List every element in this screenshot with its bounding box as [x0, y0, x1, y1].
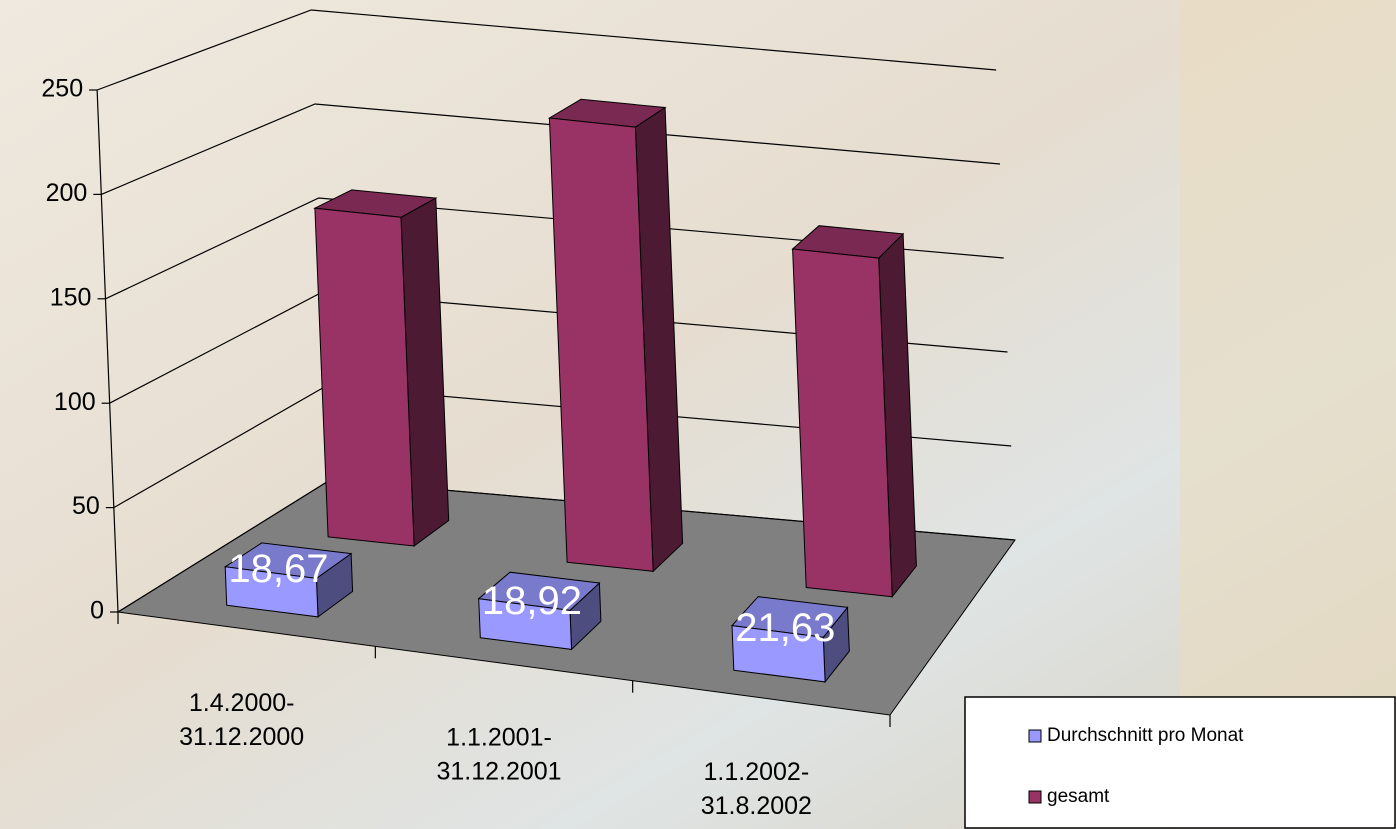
data-label: 21,63 — [735, 606, 835, 650]
data-label: 18,67 — [228, 547, 328, 591]
y-tick-label: 0 — [90, 597, 104, 625]
y-tick-label: 150 — [50, 283, 92, 311]
legend-label: gesamt — [1047, 786, 1110, 807]
y-tick-label: 50 — [72, 492, 100, 520]
data-label: 18,92 — [482, 579, 582, 623]
bar — [315, 208, 414, 546]
legend-swatch — [1029, 730, 1041, 742]
legend-swatch — [1029, 791, 1041, 803]
chart: 0501001502002501.4.2000-31.12.20001.1.20… — [0, 0, 1396, 829]
bar — [549, 118, 653, 571]
y-tick-label: 100 — [54, 388, 96, 416]
y-tick-label: 200 — [46, 179, 88, 207]
legend: Durchschnitt pro Monat gesamt — [965, 697, 1395, 828]
bar — [793, 249, 893, 597]
legend-box — [965, 697, 1395, 828]
legend-label: Durchschnitt pro Monat — [1047, 725, 1244, 746]
y-tick-label: 250 — [41, 75, 83, 103]
